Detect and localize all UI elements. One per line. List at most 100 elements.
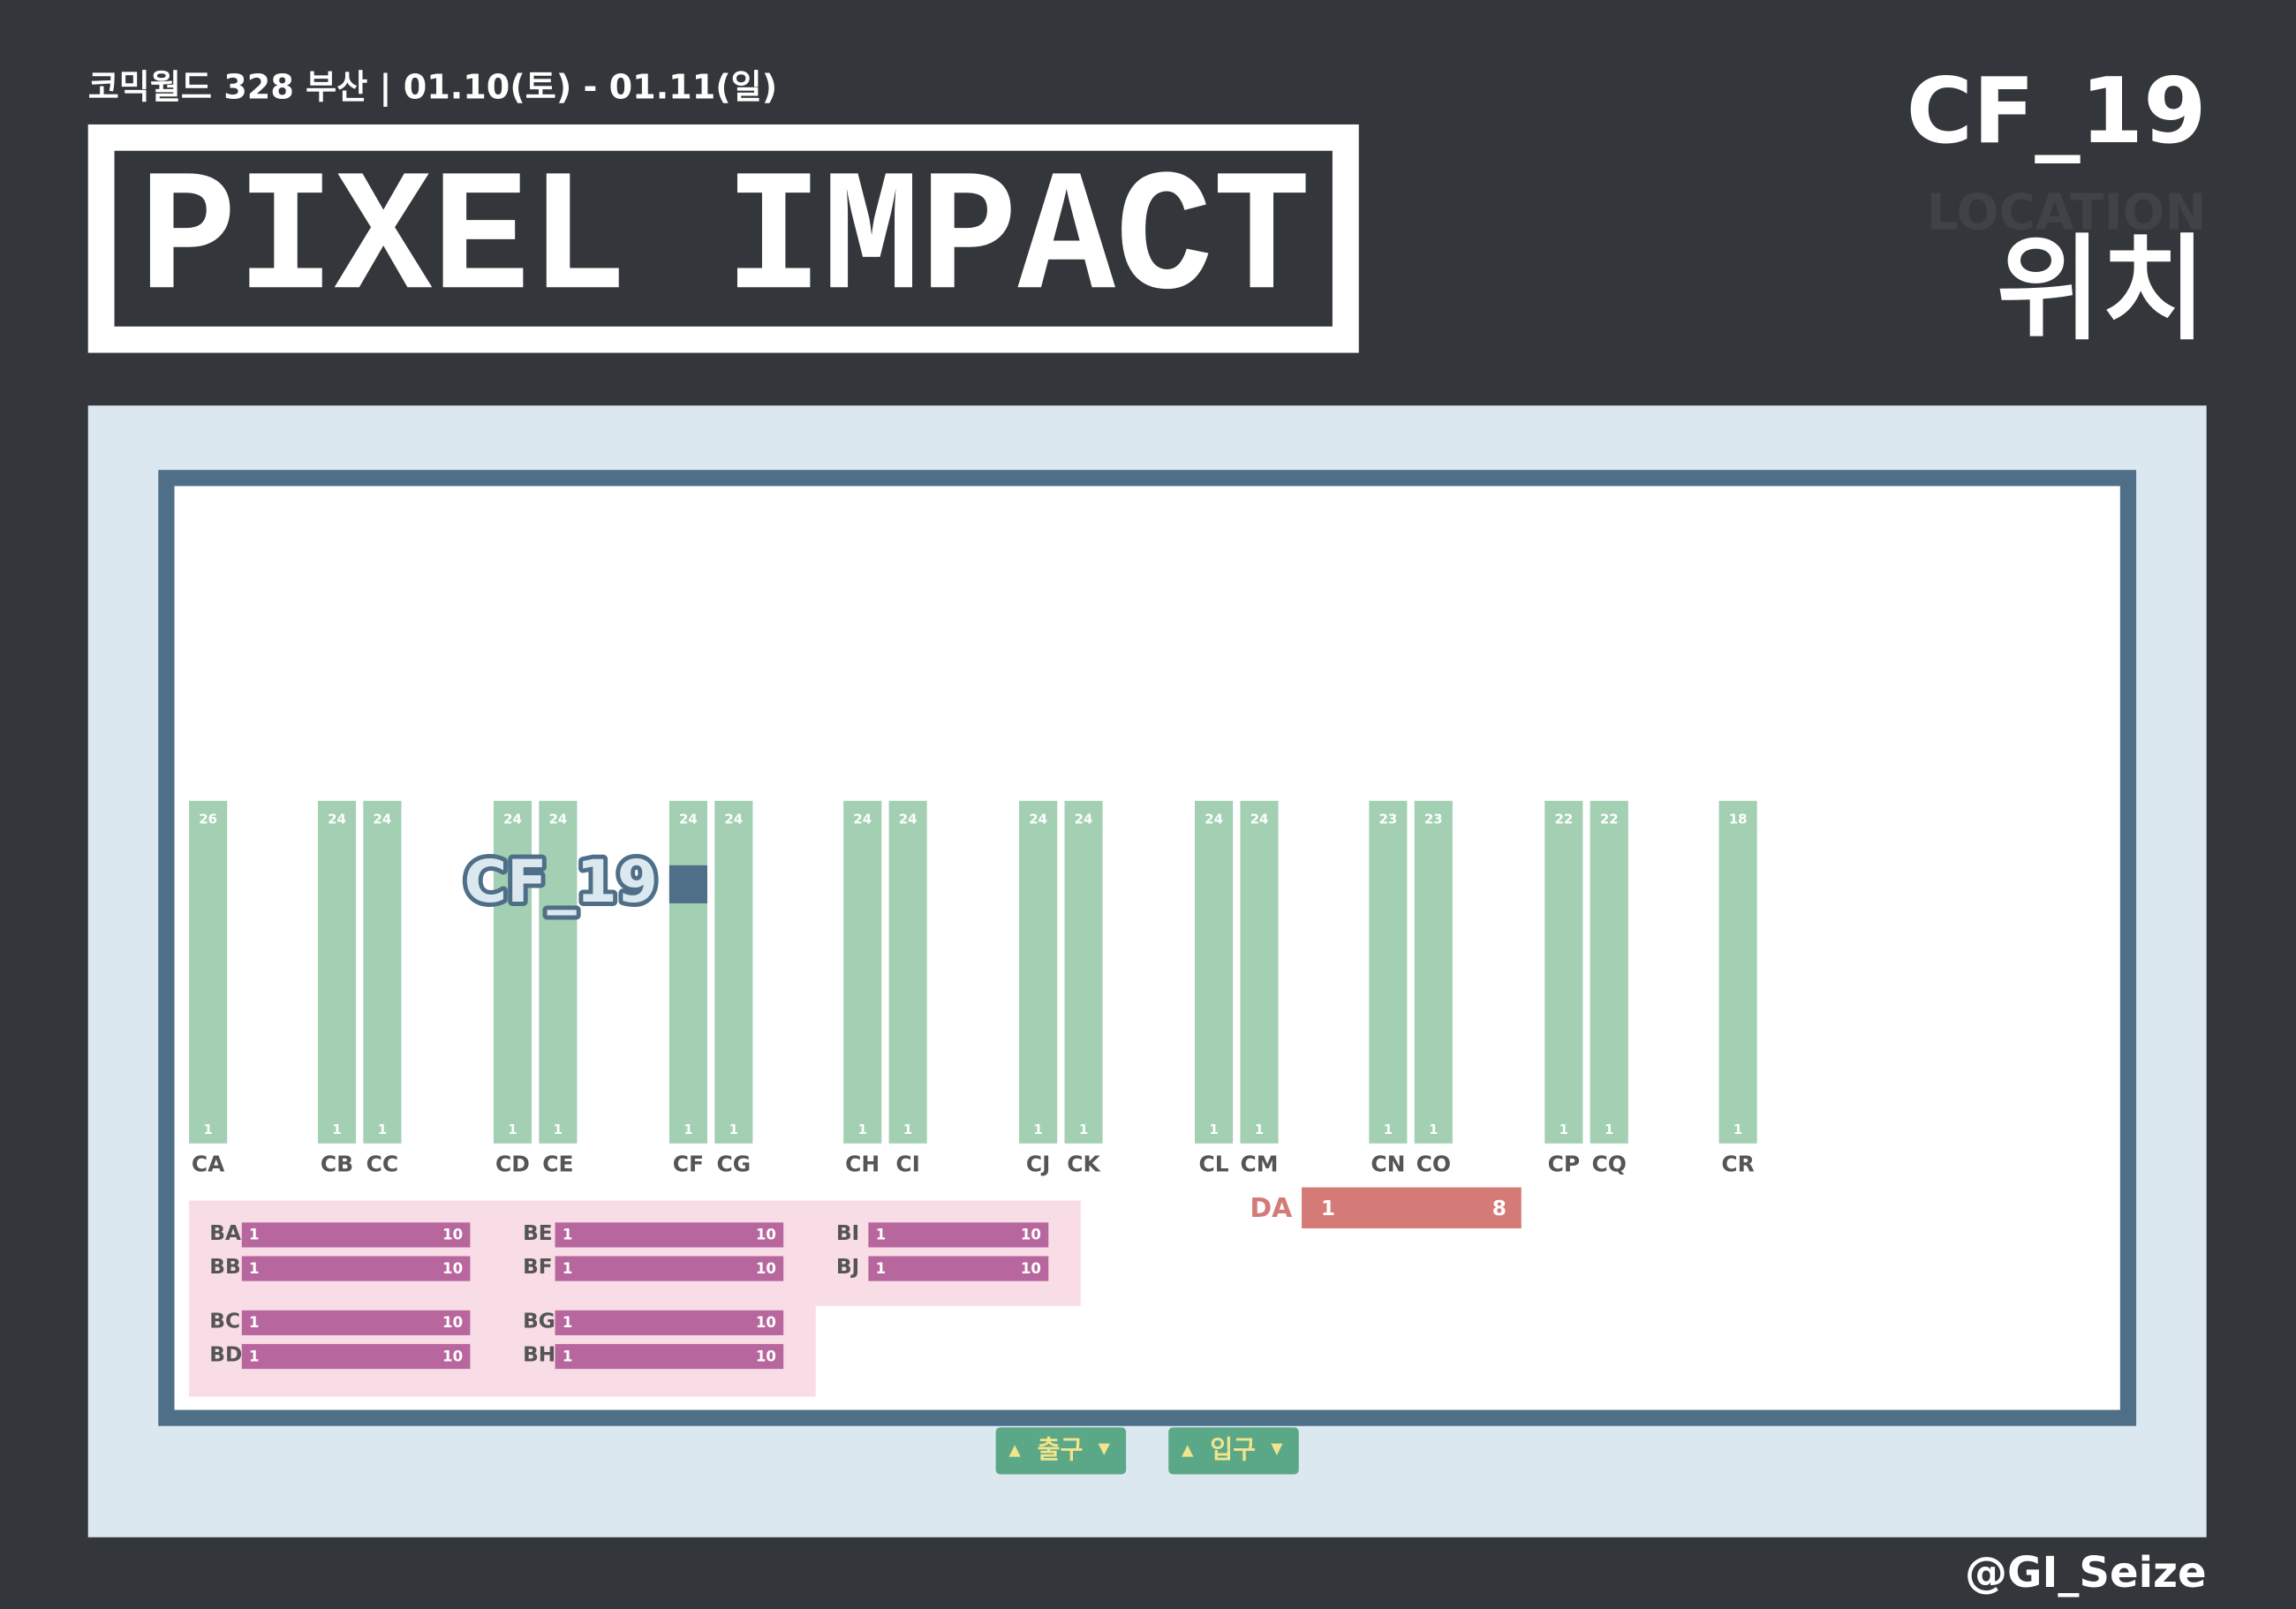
- column-label: CN: [1371, 1152, 1405, 1177]
- column-label: CL: [1199, 1152, 1229, 1177]
- column-top-number: 24: [679, 811, 698, 827]
- row-label: BE: [523, 1221, 553, 1245]
- booth-column: [1590, 800, 1628, 1144]
- column-top-number: 24: [1205, 811, 1223, 827]
- column-top-number: 24: [724, 811, 743, 827]
- da-label: DA: [1250, 1193, 1292, 1224]
- column-top-number: 22: [1554, 811, 1573, 827]
- row-end: 10: [442, 1260, 463, 1277]
- column-top-number: 24: [1075, 811, 1093, 827]
- column-top-number: 24: [374, 811, 392, 827]
- column-top-number: 24: [328, 811, 346, 827]
- block-row: [868, 1256, 1049, 1281]
- column-label: CB: [321, 1152, 353, 1177]
- booth-column: [1240, 800, 1279, 1144]
- row-label: BB: [209, 1255, 240, 1279]
- booth-column: [1019, 800, 1058, 1144]
- column-top-number: 24: [853, 811, 872, 827]
- entrance-label: 입구: [1210, 1435, 1256, 1464]
- row-label: BF: [523, 1255, 553, 1279]
- column-bottom-number: 1: [1560, 1122, 1568, 1137]
- arrow-down: [1098, 1443, 1110, 1455]
- row-end: 10: [1021, 1227, 1041, 1243]
- exit-label: 출구: [1038, 1435, 1084, 1464]
- row-end: 10: [756, 1314, 776, 1331]
- column-label: CR: [1721, 1152, 1754, 1177]
- column-bottom-number: 1: [729, 1122, 738, 1137]
- column-label: CG: [716, 1152, 751, 1177]
- booth-column: [888, 800, 927, 1144]
- column-bottom-number: 1: [1605, 1122, 1613, 1137]
- booth-column: [843, 800, 882, 1144]
- row-end: 10: [756, 1260, 776, 1277]
- column-top-number: 22: [1600, 811, 1619, 827]
- row-start: 1: [249, 1314, 260, 1331]
- column-bottom-number: 1: [1384, 1122, 1393, 1137]
- block-row: [241, 1222, 471, 1248]
- arrow-down: [1271, 1443, 1283, 1455]
- column-bottom-number: 1: [1429, 1122, 1438, 1137]
- block-row: [241, 1256, 471, 1281]
- row-label: BC: [209, 1310, 240, 1333]
- row-start: 1: [563, 1227, 573, 1243]
- column-top-number: 24: [503, 811, 522, 827]
- column-label: CH: [845, 1152, 880, 1177]
- column-top-number: 26: [199, 811, 217, 827]
- booth-column: [363, 800, 402, 1144]
- booth-column: [1369, 800, 1408, 1144]
- column-label: CP: [1548, 1152, 1580, 1177]
- location-kr: 위치: [1997, 223, 2207, 356]
- row-start: 1: [876, 1227, 887, 1243]
- row-end: 10: [442, 1227, 463, 1243]
- column-top-number: 23: [1424, 811, 1443, 827]
- column-top-number: 23: [1379, 811, 1398, 827]
- block-row: [241, 1343, 471, 1370]
- row-start: 1: [563, 1260, 573, 1277]
- booth-code: CF_19: [1907, 59, 2207, 164]
- da-end: 8: [1492, 1197, 1507, 1220]
- column-bottom-number: 1: [508, 1122, 517, 1137]
- row-label: BG: [523, 1310, 555, 1333]
- row-end: 10: [756, 1227, 776, 1243]
- column-top-number: 24: [549, 811, 568, 827]
- booth-column: [1545, 800, 1583, 1144]
- column-bottom-number: 1: [1033, 1122, 1042, 1137]
- row-start: 1: [563, 1314, 573, 1331]
- highlight-label: CF_19: [464, 847, 658, 916]
- column-label: CC: [366, 1152, 399, 1177]
- location-en: LOCATION: [1927, 184, 2207, 241]
- column-label: CM: [1241, 1152, 1279, 1177]
- row-start: 1: [249, 1227, 260, 1243]
- row-start: 1: [249, 1348, 260, 1364]
- column-bottom-number: 1: [203, 1122, 212, 1137]
- booth-column: [1064, 800, 1103, 1144]
- row-label: BI: [836, 1221, 859, 1245]
- event-info: 코믹월드 328 부산 | 01.10(토) - 01.11(일): [88, 68, 777, 108]
- column-top-number: 18: [1729, 811, 1748, 827]
- booth-column: [317, 800, 357, 1144]
- row-end: 10: [442, 1314, 463, 1331]
- title: PIXEL IMPACT: [140, 143, 1310, 339]
- column-label: CJ: [1026, 1152, 1051, 1177]
- column-bottom-number: 1: [378, 1122, 387, 1137]
- column-top-number: 24: [1029, 811, 1047, 827]
- highlight-booth: [668, 865, 707, 903]
- column-label: CD: [495, 1152, 530, 1177]
- column-bottom-number: 1: [554, 1122, 563, 1137]
- booth-column: [1414, 800, 1453, 1144]
- booth-column: [493, 800, 532, 1144]
- booth-column: [1718, 800, 1757, 1144]
- row-start: 1: [876, 1260, 887, 1277]
- entrance-door: [1168, 1427, 1299, 1475]
- row-end: 10: [442, 1348, 463, 1364]
- block-row: [555, 1222, 784, 1248]
- column-label: CQ: [1592, 1152, 1627, 1177]
- column-label: CA: [192, 1152, 225, 1177]
- row-label: BD: [209, 1343, 242, 1367]
- column-bottom-number: 1: [1255, 1122, 1264, 1137]
- block-row: [868, 1222, 1049, 1248]
- row-end: 10: [1021, 1260, 1041, 1277]
- row-label: BH: [523, 1343, 555, 1367]
- booth-column: [539, 800, 578, 1144]
